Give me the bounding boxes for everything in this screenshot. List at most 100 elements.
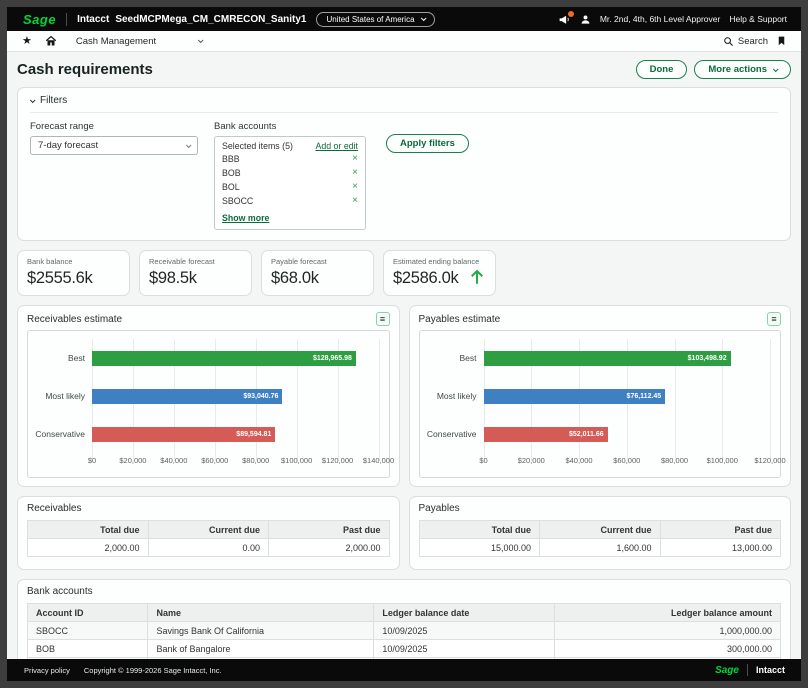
done-button[interactable]: Done xyxy=(635,60,688,79)
gridline xyxy=(337,339,339,461)
filters-collapse-toggle[interactable]: Filters xyxy=(29,88,778,113)
payables-table-card: Payables Total due Current due Past due … xyxy=(408,496,791,570)
kpi-value: $68.0k xyxy=(271,269,319,287)
account-id-cell: BOL xyxy=(26,657,149,659)
company-name: SeedMCPMega_CM_CMRECON_Sanity1 xyxy=(115,13,307,25)
remove-icon[interactable]: × xyxy=(352,195,358,206)
category-label: Most likely xyxy=(45,391,85,401)
forecast-range-select[interactable]: 7-day forecast xyxy=(30,136,198,155)
search-button[interactable]: Search xyxy=(723,36,768,47)
hamburger-icon: ≡ xyxy=(771,314,777,324)
category-label: Best xyxy=(459,353,477,363)
user-menu[interactable] xyxy=(580,14,591,25)
name-cell: Bank of Bangalore xyxy=(147,639,375,658)
magnifier-icon xyxy=(724,36,733,46)
kpi-estimated-ending-balance: Estimated ending balance $2586.0k xyxy=(383,250,496,296)
module-selector[interactable]: Cash Management xyxy=(75,35,157,47)
star-icon: ★ xyxy=(22,34,32,47)
account-id-cell: BOB xyxy=(26,639,149,658)
product-name: Intacct xyxy=(77,13,110,25)
bank-accounts-label: Bank accounts xyxy=(214,121,277,132)
user-name[interactable]: Mr. 2nd, 4th, 6th Level Approver xyxy=(599,14,721,24)
current-due-cell: 0.00 xyxy=(147,538,269,557)
section-title: Bank accounts xyxy=(27,586,93,597)
bar-best: $103,498.92 xyxy=(483,350,731,366)
x-tick-label: $80,000 xyxy=(242,456,270,465)
column-header: Past due xyxy=(659,520,781,539)
column-header: Ledger balance date xyxy=(373,603,556,622)
selected-items-count: Selected items (5) xyxy=(222,141,293,151)
total-due-cell: 2,000.00 xyxy=(27,538,149,557)
filters-header-label: Filters xyxy=(40,95,68,106)
remove-icon[interactable]: × xyxy=(352,153,358,164)
selected-bank-account: BOB × xyxy=(222,166,358,180)
chevron-down-icon[interactable] xyxy=(198,37,204,44)
current-due-cell: 1,600.00 xyxy=(539,538,661,557)
gridline xyxy=(296,339,298,461)
column-header: Total due xyxy=(27,520,149,539)
column-header: Current due xyxy=(147,520,269,539)
privacy-policy-link[interactable]: Privacy policy xyxy=(24,665,70,675)
bar-conservative: $89,594.81 xyxy=(92,426,276,442)
account-id-cell: SBOCC xyxy=(26,621,149,640)
megaphone-icon xyxy=(559,15,569,24)
notifications-button[interactable] xyxy=(558,10,574,26)
bar-value-label: $89,594.81 xyxy=(236,430,272,438)
more-actions-button[interactable]: More actions xyxy=(694,60,791,79)
category-label: Conservative xyxy=(426,429,477,439)
forecast-range-label: Forecast range xyxy=(30,121,94,132)
ledger-amount-cell: 1,000,000.00 xyxy=(554,621,781,640)
name-cell: Bank of Lanka xyxy=(147,657,375,659)
kpi-value: $2586.0k xyxy=(393,269,459,287)
home-button[interactable] xyxy=(45,35,57,47)
kpi-label: Payable forecast xyxy=(271,257,327,266)
x-tick-label: $40,000 xyxy=(160,456,188,465)
x-tick-label: $20,000 xyxy=(517,456,545,465)
footer-bar: Privacy policy Copyright © 1999-2026 Sag… xyxy=(7,659,801,681)
section-title: Receivables xyxy=(27,503,82,514)
chart-plot-area: Best $128,965.98 Most likely $93,040.76 Co… xyxy=(27,330,394,478)
x-axis: $0 $20,000 $40,000 $60,000 $80,000 $100,000 $1… xyxy=(479,453,785,469)
column-header: Current due xyxy=(539,520,661,539)
bank-accounts-card: Bank accounts Account ID Name Ledger bal… xyxy=(17,579,791,659)
chevron-down-icon xyxy=(772,65,779,72)
copyright-text: Copyright © 1999-2026 Sage Intacct, Inc. xyxy=(83,665,222,675)
chart-menu-button[interactable]: ≡ xyxy=(767,312,781,326)
x-tick-label: $100,000 xyxy=(280,456,313,465)
apply-filters-button[interactable]: Apply filters xyxy=(386,134,469,153)
past-due-cell: 13,000.00 xyxy=(659,538,781,557)
forecast-range-value: 7-day forecast xyxy=(38,140,99,151)
favorites-button[interactable]: ★ xyxy=(22,34,32,47)
payables-table: Total due Current due Past due 15,000.00… xyxy=(418,520,782,557)
receivables-estimate-chart: Receivables estimate ≡ Best $128,965.98 M… xyxy=(17,305,400,487)
entity-selector[interactable]: United States of America xyxy=(316,11,435,27)
chevron-down-icon xyxy=(420,15,427,22)
column-header: Name xyxy=(147,603,375,622)
table-row: 2,000.00 0.00 2,000.00 xyxy=(27,538,390,557)
home-icon xyxy=(45,35,57,46)
gridline xyxy=(770,339,771,461)
chart-plot-area: Best $103,498.92 Most likely $76,112.45 Co… xyxy=(418,330,786,478)
help-support-link[interactable]: Help & Support xyxy=(729,14,787,24)
remove-icon[interactable]: × xyxy=(352,181,358,192)
remove-icon[interactable]: × xyxy=(352,167,358,178)
kpi-label: Estimated ending balance xyxy=(393,257,480,266)
bank-accounts-table: Account ID Name Ledger balance date Ledg… xyxy=(26,603,781,659)
kpi-payable-forecast: Payable forecast $68.0k xyxy=(261,250,374,296)
x-tick-label: $140,000 xyxy=(362,456,395,465)
bookmark-icon[interactable] xyxy=(776,35,787,47)
chart-menu-button[interactable]: ≡ xyxy=(375,312,390,326)
bar-most-likely: $76,112.45 xyxy=(483,388,666,404)
selected-bank-account: BOL × xyxy=(222,180,358,194)
page-title: Cash requirements xyxy=(17,61,153,78)
receivables-table: Total due Current due Past due 2,000.00 … xyxy=(27,520,390,557)
selected-items-list: BBB × BOB × BOL × SBOCC × xyxy=(222,152,358,208)
column-header: Total due xyxy=(418,520,540,539)
add-or-edit-link[interactable]: Add or edit xyxy=(315,141,358,151)
column-header: Ledger balance amount xyxy=(554,603,781,622)
kpi-value: $2555.6k xyxy=(27,269,93,287)
show-more-link[interactable]: Show more xyxy=(222,213,270,223)
bar-best: $128,965.98 xyxy=(92,350,356,366)
sage-logo: Sage xyxy=(715,664,739,676)
